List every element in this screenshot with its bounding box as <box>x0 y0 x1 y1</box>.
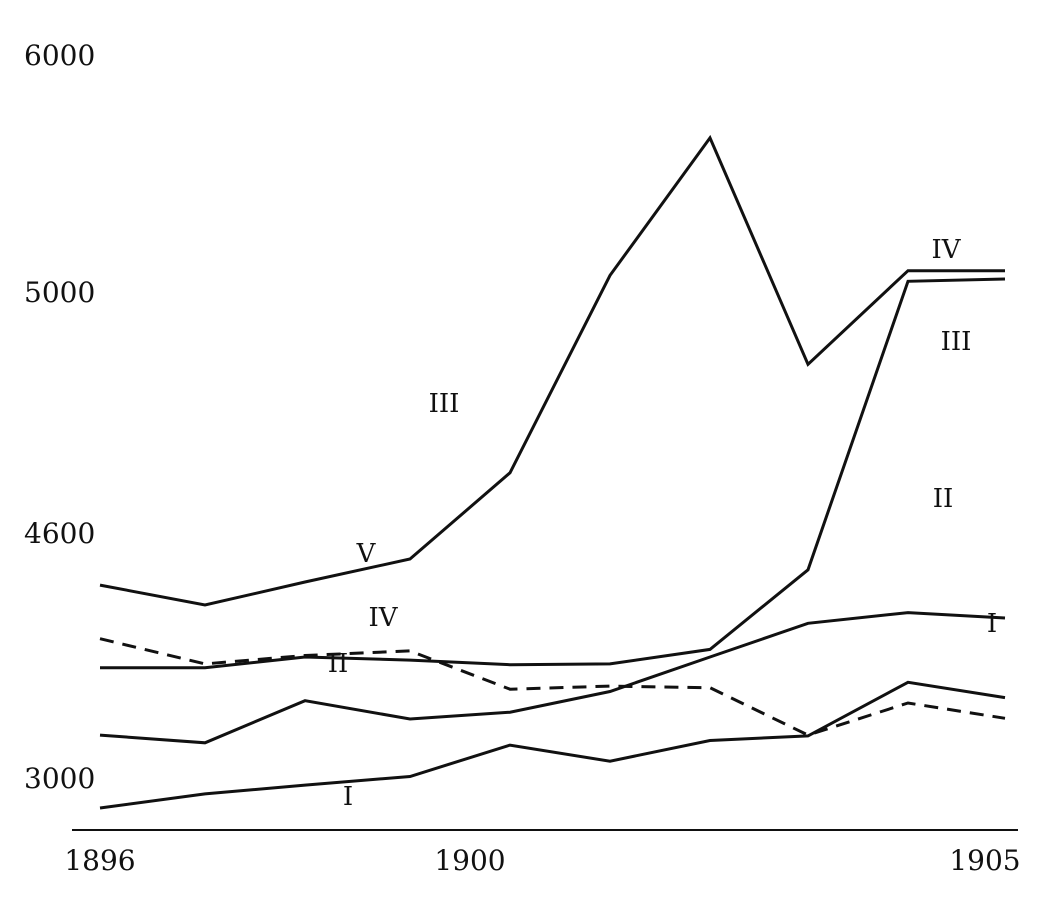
y-tick-label: 5000 <box>24 276 95 309</box>
series-line-ii <box>99 611 1006 745</box>
y-axis-tick-labels: 6000 5000 4600 3000 <box>24 39 95 795</box>
series-line-iv <box>100 277 1006 670</box>
series-label-i: I <box>343 782 353 812</box>
series-line-i <box>99 680 1006 810</box>
series-label-i: I <box>987 609 997 639</box>
x-tick-label: 1896 <box>64 844 135 877</box>
series-line-v <box>99 637 1006 737</box>
series-label-iv: IV <box>931 235 961 265</box>
series-label-v: V <box>356 539 377 569</box>
series-lines <box>99 134 1006 810</box>
series-label-iv: IV <box>368 603 398 633</box>
series-line-iii <box>99 134 1005 607</box>
series-label-iii: III <box>941 327 972 357</box>
x-tick-label: 1900 <box>434 844 505 877</box>
series-label-ii: II <box>328 649 349 679</box>
y-tick-label: 6000 <box>24 39 95 72</box>
series-label-ii: II <box>933 484 954 514</box>
y-tick-label: 4600 <box>24 517 95 550</box>
x-tick-label: 1905 <box>949 844 1020 877</box>
y-tick-label: 3000 <box>24 762 95 795</box>
series-label-iii: III <box>429 389 460 419</box>
x-axis-tick-labels: 1896 1900 1905 <box>64 844 1020 877</box>
